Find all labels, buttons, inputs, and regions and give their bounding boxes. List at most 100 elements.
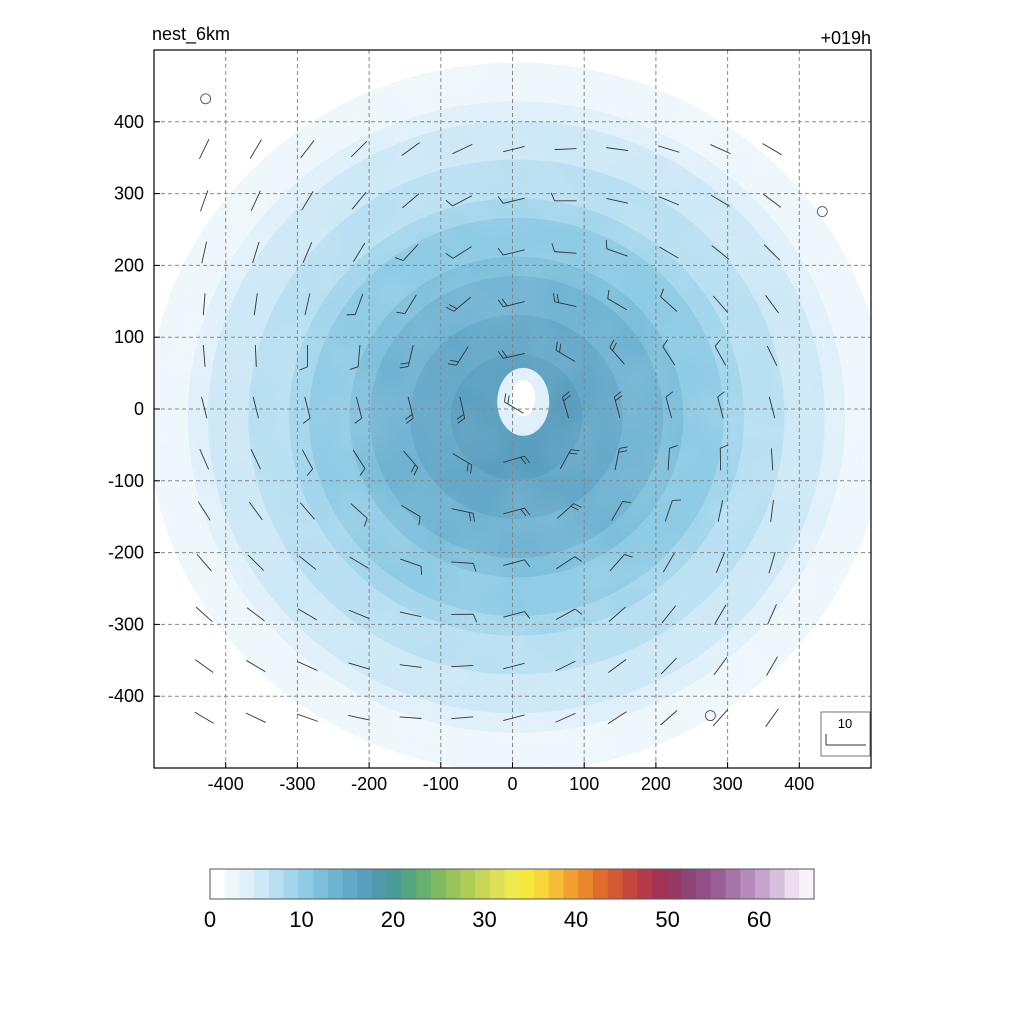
colorbar-swatch (254, 869, 270, 899)
barb-feather (551, 243, 556, 252)
barb-shaft (352, 242, 366, 263)
barb-feather (562, 391, 570, 398)
wind-barb (714, 339, 727, 366)
wind-barb (611, 500, 632, 521)
colorbar-tick-labels: 0 10 20 30 40 50 60 (204, 907, 771, 932)
barb-feather (449, 304, 458, 310)
barb-feather (574, 556, 583, 562)
barb-shaft (503, 197, 525, 204)
barb-shaft (350, 140, 368, 158)
barb-feather (299, 366, 308, 371)
wind-barb (550, 192, 577, 202)
wind-barb (763, 244, 781, 261)
barb-shaft (503, 145, 525, 153)
colorbar-swatch (430, 869, 447, 899)
wind-barb (350, 503, 368, 527)
barb-feather (624, 553, 633, 558)
barb-feather (405, 414, 413, 420)
colorbar-swatch (593, 869, 609, 899)
colorbar-swatch (784, 869, 800, 899)
wind-barb (405, 396, 414, 424)
wind-barb (766, 656, 779, 676)
wind-barb (399, 345, 414, 369)
wind-barb (352, 449, 366, 476)
wind-barb (712, 295, 728, 313)
wind-barb (400, 504, 421, 526)
barb-shaft (253, 293, 258, 316)
wind-barb (446, 296, 472, 312)
wind-barb (660, 710, 678, 726)
barb-feather (449, 359, 459, 363)
barb-shaft (658, 196, 680, 206)
wind-barb (354, 396, 363, 424)
barb-shaft (717, 500, 724, 522)
barb-shaft (200, 190, 209, 212)
panel-title-left: nest_6km (152, 24, 230, 45)
y-tick-label: -100 (108, 471, 144, 491)
wind-barb (762, 193, 782, 208)
barb-shaft (451, 561, 474, 564)
barb-feather (399, 366, 409, 369)
barb-shaft (404, 294, 417, 314)
colorbar-swatch (372, 869, 388, 899)
colorbar-swatch (401, 869, 417, 899)
wind-barb (451, 716, 474, 720)
wind-barb (246, 660, 266, 673)
barb-feather (468, 512, 472, 522)
wind-barbs (194, 138, 782, 727)
barb-shaft (252, 396, 259, 419)
wind-barb (297, 661, 318, 671)
wind-barb (503, 662, 525, 670)
barb-shaft (300, 140, 315, 159)
barb-feather (524, 611, 531, 619)
colorbar-tick-label: 40 (564, 907, 588, 932)
colorbar-swatch (224, 869, 241, 899)
y-tick-label: -300 (108, 614, 144, 634)
colorbar-swatches (210, 869, 815, 899)
colorbar-swatch (298, 869, 314, 899)
barb-feather (520, 508, 527, 517)
barb-feather (363, 518, 368, 527)
colorbar-swatch (342, 869, 358, 899)
wind-barb (607, 711, 627, 725)
barb-shaft (199, 448, 210, 470)
barb-shaft (400, 504, 421, 517)
barb-shaft (770, 499, 774, 522)
barb-feather (570, 505, 579, 511)
y-tick-label: 200 (114, 255, 144, 275)
wind-barb (349, 344, 361, 370)
barb-feather (550, 192, 555, 201)
colorbar-tick-label: 60 (747, 907, 771, 932)
wind-barb (551, 243, 577, 254)
colorbar-swatch (239, 869, 255, 899)
barb-shaft (768, 551, 776, 574)
panel-title-right: +019h (820, 28, 871, 48)
barb-feather (354, 417, 362, 424)
colorbar-swatch (607, 869, 624, 899)
barb-shaft (554, 251, 577, 254)
wind-barb (201, 241, 208, 264)
barb-shaft (762, 193, 782, 208)
barb-shaft (667, 448, 670, 471)
wind-barb (662, 339, 676, 366)
wind-barb (554, 148, 577, 151)
wind-barb (659, 246, 679, 259)
barb-feather (552, 293, 556, 302)
wind-barb (246, 607, 265, 622)
wind-barb (394, 244, 419, 261)
wind-barb (714, 604, 727, 625)
barb-shaft (452, 246, 472, 259)
barb-shaft (356, 396, 363, 419)
barb-feather (612, 342, 617, 351)
barb-shaft (713, 656, 728, 676)
barb-shaft (298, 555, 317, 570)
barb-shaft (763, 244, 781, 261)
wind-barb (555, 712, 576, 723)
wind-barb (399, 716, 422, 719)
wind-barb (299, 344, 308, 371)
barb-shaft (606, 147, 629, 151)
wind-barb (503, 611, 531, 619)
wind-barb (196, 554, 212, 572)
wind-barb (445, 195, 473, 207)
wind-barb (765, 708, 779, 727)
